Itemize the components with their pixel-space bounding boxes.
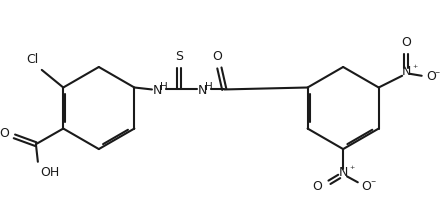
Text: $^-$: $^-$: [434, 68, 441, 77]
Text: O: O: [401, 36, 411, 49]
Text: OH: OH: [40, 166, 59, 179]
Text: H: H: [205, 82, 213, 92]
Text: H: H: [160, 82, 168, 92]
Text: N: N: [338, 166, 348, 179]
Text: O: O: [312, 180, 321, 193]
Text: N: N: [153, 84, 162, 97]
Text: $^+$: $^+$: [348, 164, 356, 173]
Text: O: O: [213, 50, 222, 63]
Text: O: O: [362, 180, 372, 193]
Text: N: N: [198, 84, 207, 97]
Text: O: O: [0, 127, 10, 140]
Text: $^+$: $^+$: [411, 63, 419, 72]
Text: Cl: Cl: [26, 53, 39, 66]
Text: O: O: [426, 70, 437, 83]
Text: S: S: [176, 50, 183, 63]
Text: N: N: [401, 65, 411, 78]
Text: $^-$: $^-$: [369, 178, 377, 187]
